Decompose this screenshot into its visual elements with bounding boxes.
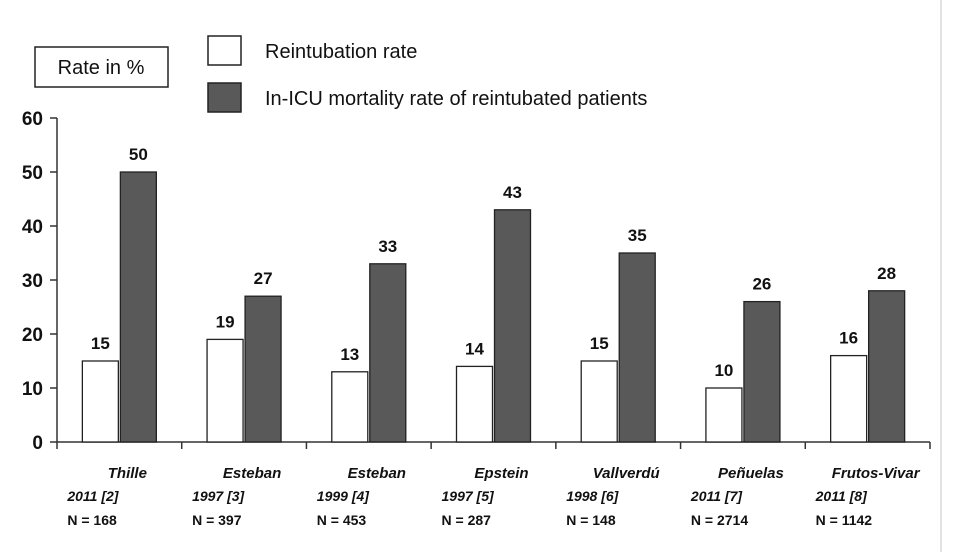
category-year: 2011 [8]	[815, 488, 868, 504]
right-border	[940, 0, 942, 552]
bars	[81, 171, 906, 443]
legend-label-reintubation: Reintubation rate	[265, 41, 417, 63]
data-label-reintubation: 15	[91, 334, 110, 353]
category-name: Peñuelas	[718, 465, 784, 482]
data-label-mortality: 50	[129, 145, 148, 164]
data-label-reintubation: 19	[216, 312, 235, 331]
bar-mortality	[244, 295, 282, 443]
bar-reintubation	[206, 338, 244, 443]
category-name: Esteban	[348, 465, 406, 482]
bar-reintubation	[705, 387, 743, 443]
category-year: 1997 [3]	[192, 488, 245, 504]
data-label-mortality: 27	[254, 269, 273, 288]
category-year: 2011 [7]	[690, 488, 743, 504]
data-label-reintubation: 10	[714, 361, 733, 380]
legend: Reintubation rate In-ICU mortality rate …	[207, 35, 647, 113]
category-labels: Thille 2011 [2] N = 168 Esteban 1997 [3] N = …	[66, 465, 920, 528]
bar-mortality	[867, 290, 906, 443]
category-sample-size: N = 1142	[816, 512, 873, 528]
ylabel-frame	[34, 46, 169, 88]
data-label-mortality: 33	[378, 237, 397, 256]
bar-reintubation	[829, 354, 868, 443]
bar-reintubation	[580, 360, 618, 443]
category-year: 2011 [2]	[66, 488, 119, 504]
bar-mortality	[369, 263, 407, 443]
y-tick-label: 50	[22, 163, 43, 184]
ylabel-box: Rate in %	[34, 46, 169, 88]
data-label-mortality: 43	[503, 183, 522, 202]
y-tick-label: 20	[22, 325, 43, 346]
data-label-mortality: 35	[628, 226, 647, 245]
bar-reintubation	[81, 360, 120, 443]
y-tick-label: 40	[22, 217, 43, 238]
legend-swatch-mortality	[207, 82, 242, 113]
data-label-reintubation: 13	[340, 345, 359, 364]
category-year: 1999 [4]	[317, 488, 370, 504]
y-tick-label: 60	[22, 109, 43, 130]
category-year: 1997 [5]	[442, 488, 495, 504]
y-ticks: 0 10 20 30 40 50 60	[22, 109, 57, 454]
bar-mortality	[493, 209, 532, 443]
category-year: 1998 [6]	[566, 488, 619, 504]
x-ticks	[56, 442, 931, 449]
category-name: Epstein	[474, 465, 528, 482]
bar-mortality	[618, 252, 656, 443]
category-sample-size: N = 168	[67, 512, 117, 528]
y-tick-label: 10	[22, 379, 43, 400]
category-sample-size: N = 397	[192, 512, 242, 528]
legend-label-mortality: In-ICU mortality rate of reintubated pat…	[265, 88, 647, 110]
bar-mortality	[743, 300, 781, 443]
category-name: Thille	[108, 465, 147, 482]
ylabel: Rate in %	[58, 57, 145, 79]
category-sample-size: N = 453	[317, 512, 367, 528]
data-label-reintubation: 15	[590, 334, 609, 353]
category-sample-size: N = 287	[442, 512, 492, 528]
data-label-mortality: 28	[877, 264, 896, 283]
category-name: Vallverdú	[593, 465, 660, 482]
bar-mortality	[119, 171, 158, 443]
category-name: Frutos-Vivar	[832, 465, 921, 482]
data-label-reintubation: 14	[465, 339, 484, 358]
data-labels: 15 50 19 27 13 33 14 43 15 35 10 26 16 28	[91, 145, 896, 380]
y-tick-label: 0	[32, 433, 43, 454]
category-sample-size: N = 2714	[691, 512, 748, 528]
category-name: Esteban	[223, 465, 281, 482]
y-tick-label: 30	[22, 271, 43, 292]
bar-reintubation	[455, 365, 494, 443]
legend-swatch-reintubation	[207, 35, 242, 66]
bar-reintubation	[331, 371, 369, 443]
data-label-mortality: 26	[752, 275, 771, 294]
category-sample-size: N = 148	[566, 512, 616, 528]
data-label-reintubation: 16	[839, 329, 858, 348]
